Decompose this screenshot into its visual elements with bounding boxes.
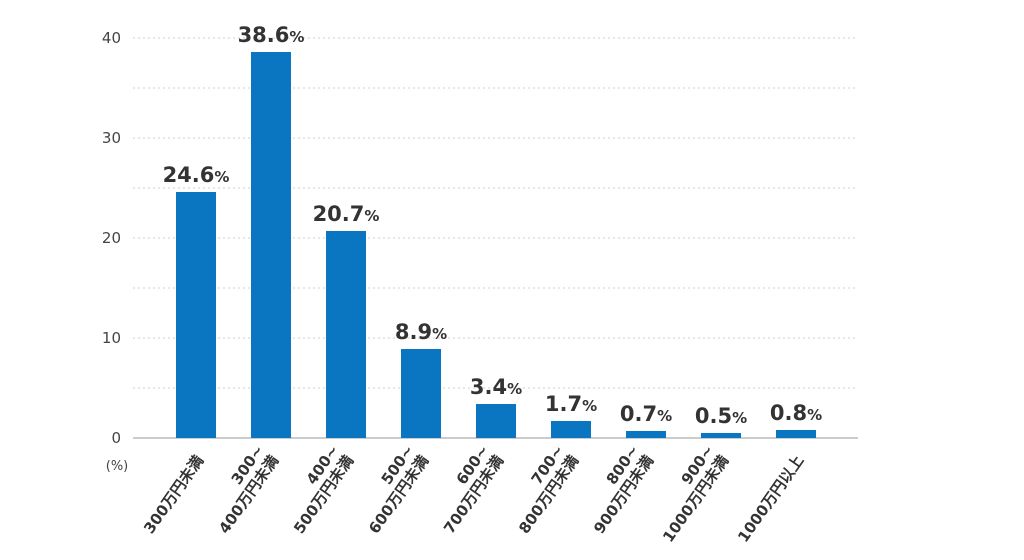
data-label: 0.8%	[770, 401, 822, 425]
category-label: 700~800万円未満	[500, 442, 582, 537]
y-unit-label: (%)	[106, 459, 129, 474]
category-label: 800~900万円未満	[575, 442, 657, 537]
bar	[701, 433, 741, 438]
category-labels: 300万円未満 300~400万円未満 400~500万円未満 500~600万円未満…	[140, 442, 807, 546]
bar	[401, 349, 441, 438]
bars	[176, 52, 816, 438]
category-label: 300~400万円未満	[200, 442, 282, 537]
gridlines	[133, 37, 858, 389]
bar	[176, 192, 216, 438]
bar	[626, 431, 666, 438]
data-label: 38.6%	[238, 23, 305, 47]
bar	[551, 421, 591, 438]
y-tick-label: 40	[102, 29, 121, 47]
bar	[476, 404, 516, 438]
y-tick-label: 0	[111, 429, 121, 447]
data-label: 1.7%	[545, 392, 597, 416]
data-label: 0.5%	[695, 404, 747, 428]
bar	[326, 231, 366, 438]
category-label: 400~500万円未満	[275, 442, 357, 537]
category-label: 600~700万円未満	[425, 442, 507, 537]
bar	[251, 52, 291, 438]
data-label: 24.6%	[163, 163, 230, 187]
data-label: 3.4%	[470, 375, 522, 399]
category-label: 500~600万円未満	[350, 442, 432, 537]
data-labels: 24.6% 38.6% 20.7% 8.9% 3.4% 1.7% 0.7% 0.5% 0.8%	[163, 23, 823, 428]
data-label: 8.9%	[395, 320, 447, 344]
y-tick-label: 20	[102, 229, 121, 247]
category-label: 900~1000万円未満	[644, 442, 732, 546]
data-label: 20.7%	[313, 202, 380, 226]
category-label: 300万円未満	[140, 452, 207, 537]
bar	[776, 430, 816, 438]
y-axis: 0 10 20 30 40	[102, 29, 121, 447]
data-label: 0.7%	[620, 402, 672, 426]
y-tick-label: 30	[102, 129, 121, 147]
category-label: 1000万円以上	[734, 452, 807, 546]
y-tick-label: 10	[102, 329, 121, 347]
